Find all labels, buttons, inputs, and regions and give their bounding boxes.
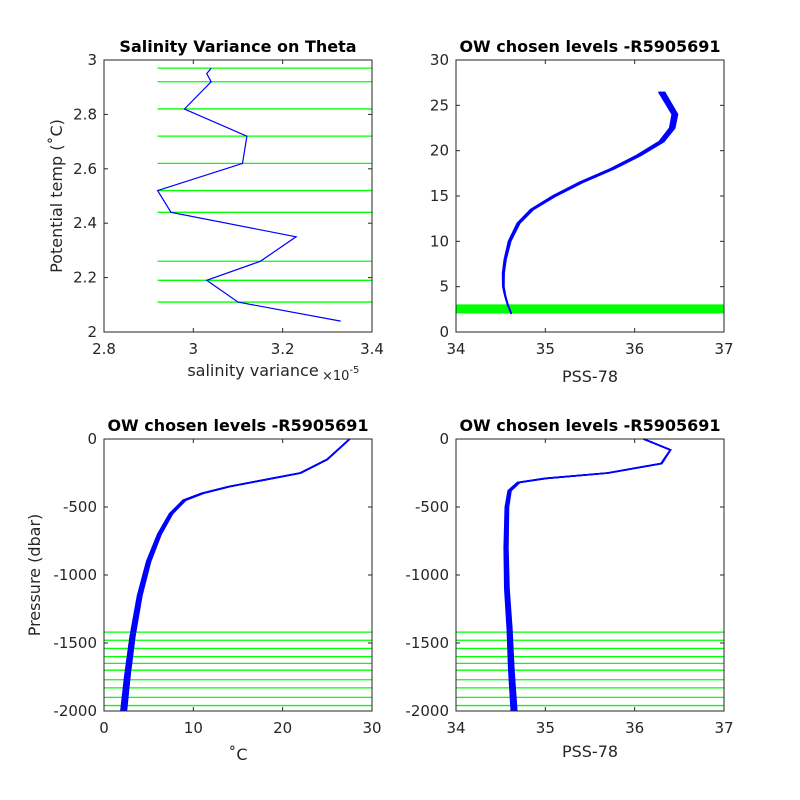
y-axis-ticks: 2 2.2 2.4 2.6 2.8 3 [73,51,372,341]
y-tick-label: 20 [430,142,449,160]
x-axis-label: salinity variance [187,361,318,380]
x-axis-ticks: 34 35 36 37 [446,60,734,358]
profile-line [502,91,676,315]
x-tick-label: 35 [536,340,555,358]
axes-frame [103,59,373,333]
x-tick-label: 36 [625,340,644,358]
profile-line [502,91,678,315]
y-tick-label: 2 [87,323,97,341]
profile-line [125,438,351,712]
x-tick-label: 0 [99,719,109,737]
x-tick-label: 10 [184,719,203,737]
x-tick-label: 3.2 [271,340,295,358]
x-tick-label: 37 [714,719,733,737]
y-tick-label: -500 [63,498,97,516]
x-tick-label: 34 [446,719,465,737]
profile-line [502,91,675,315]
y-tick-label: 10 [430,232,449,250]
x-axis-label: ˚C [228,745,247,764]
x-axis-label: PSS-78 [562,742,618,761]
x-tick-label: 36 [625,719,644,737]
panel-temperature-pressure: OW chosen levels -R5905691 0 10 20 30 -2000… [25,416,382,764]
x-axis-ticks: 2.8 3 3.2 3.4 [92,60,384,358]
plot-area [156,67,372,322]
panel-salinity-variance: Salinity Variance on Theta 2.8 3 3.2 3.4 22… [47,37,384,384]
y-tick-label: -2000 [53,702,97,720]
x-tick-label: 3.4 [360,340,384,358]
x-axis-exponent: ×10-5 [322,365,359,384]
y-tick-label: 25 [430,96,449,114]
y-tick-label: 5 [439,278,449,296]
y-tick-label: -1000 [53,566,97,584]
x-tick-label: 30 [362,719,381,737]
y-axis-ticks: 0 5 10 15 20 25 30 [430,51,724,341]
panel-title: Salinity Variance on Theta [119,37,356,56]
plot-area [104,438,372,712]
y-tick-label: 3 [87,51,97,69]
panel-title: OW chosen levels -R5905691 [459,37,720,56]
y-axis-label: Potential temp (˚C) [47,119,66,273]
x-tick-label: 37 [714,340,733,358]
y-tick-label: -2000 [405,702,449,720]
axes-frame [455,59,725,333]
y-axis-ticks: -2000 -1500 -1000 -500 0 [53,430,372,720]
x-tick-label: 2.8 [92,340,116,358]
y-tick-label: -500 [415,498,449,516]
profile-line [501,91,674,315]
x-axis-ticks: 34 35 36 37 [446,439,734,737]
y-tick-label: 2.8 [73,105,97,123]
y-tick-label: 30 [430,51,449,69]
y-tick-label: 2.4 [73,214,97,232]
plot-area [456,438,724,712]
y-tick-label: 0 [439,430,449,448]
y-tick-label: 0 [439,323,449,341]
profile-line [507,438,672,712]
y-tick-label: -1000 [405,566,449,584]
panel-title: OW chosen levels -R5905691 [107,416,368,435]
y-tick-label: 2.2 [73,269,97,287]
x-tick-label: 20 [273,719,292,737]
x-tick-label: 35 [536,719,555,737]
x-axis-label: PSS-78 [562,367,618,386]
x-tick-label: 34 [446,340,465,358]
panel-title: OW chosen levels -R5905691 [459,416,720,435]
y-tick-label: 15 [430,187,449,205]
x-tick-label: 3 [189,340,199,358]
panel-salinity-pressure: OW chosen levels -R5905691 34 35 36 37 -200… [405,416,733,761]
y-axis-ticks: -2000 -1500 -1000 -500 0 [405,430,724,720]
x-axis-ticks: 0 10 20 30 [99,439,382,737]
y-tick-label: -1500 [53,634,97,652]
profile-line [503,91,679,315]
y-tick-label: -1500 [405,634,449,652]
y-axis-label: Pressure (dbar) [25,514,44,637]
variance-line [156,67,341,322]
y-tick-label: 2.6 [73,160,97,178]
plot-area [456,91,724,315]
y-tick-label: 0 [87,430,97,448]
panel-salinity-theta: OW chosen levels -R5905691 34 35 36 37 0 5 10… [430,37,734,386]
